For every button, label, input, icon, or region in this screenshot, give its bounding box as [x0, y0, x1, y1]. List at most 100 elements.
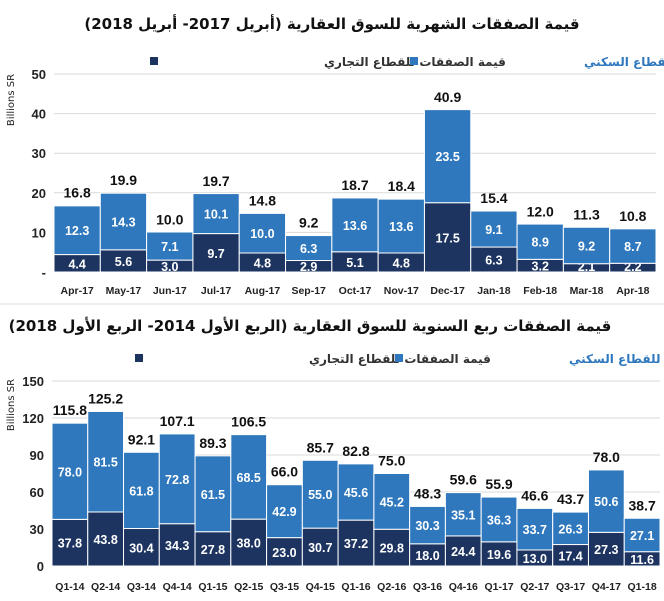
segment-label: 6.3 [300, 242, 317, 256]
segment-label: 37.8 [58, 537, 82, 551]
total-label: 12.0 [527, 203, 554, 219]
bar-residential [238, 212, 287, 254]
legend-swatch-commercial [135, 354, 143, 362]
bar-commercial [51, 518, 89, 567]
y-tick-label: 90 [30, 448, 44, 463]
total-label: 89.3 [199, 435, 226, 451]
x-tick-label: Q2-17 [520, 581, 549, 593]
total-label: 85.7 [307, 439, 334, 455]
segment-label: 27.3 [594, 543, 618, 557]
segment-label: 10.1 [204, 208, 228, 222]
total-label: 125.2 [88, 391, 123, 407]
x-tick-label: Q1-18 [628, 581, 657, 593]
segment-label: 81.5 [93, 456, 117, 470]
legend-swatch-commercial [150, 57, 158, 65]
segment-label: 26.3 [558, 522, 582, 536]
segment-label: 42.9 [272, 505, 296, 519]
x-tick-label: Q3-17 [556, 581, 585, 593]
y-tick-label: 40 [32, 107, 46, 122]
x-tick-label: Q3-16 [413, 581, 442, 593]
total-label: 9.2 [299, 215, 319, 231]
x-tick-label: Sep-17 [291, 285, 326, 297]
legend-swatch-residential [395, 354, 403, 362]
total-label: 19.9 [110, 172, 137, 188]
segment-label: 5.6 [115, 255, 132, 269]
x-tick-label: Jul-17 [201, 285, 232, 297]
y-tick-label: 120 [22, 411, 44, 426]
total-label: 19.7 [202, 173, 229, 189]
bar-residential [194, 455, 232, 533]
segment-label: 50.6 [594, 495, 618, 509]
bar-residential [53, 205, 101, 256]
total-label: 92.1 [128, 431, 155, 447]
bar-commercial [470, 246, 518, 273]
segment-label: 8.9 [532, 236, 549, 250]
x-tick-label: Q4-16 [449, 581, 478, 593]
segment-label: 30.7 [308, 541, 332, 555]
bar-residential [516, 507, 554, 551]
total-label: 38.7 [628, 497, 655, 513]
bar-residential [146, 231, 194, 261]
legend-swatch-residential [410, 57, 418, 65]
bar-residential [516, 223, 564, 260]
total-label: 15.4 [480, 190, 507, 206]
bar-residential [266, 484, 303, 539]
segment-label: 55.0 [308, 488, 332, 502]
segment-label: 45.2 [380, 495, 404, 509]
y-axis-label: Billions SR [6, 74, 17, 126]
x-tick-label: Nov-17 [384, 285, 419, 297]
total-label: 10.8 [619, 208, 646, 224]
bar-residential [423, 109, 472, 204]
total-label: 46.6 [521, 488, 548, 504]
bar-residential [285, 235, 333, 262]
bar-commercial [337, 519, 375, 567]
segment-label: 3.2 [532, 260, 549, 274]
segment-label: 9.1 [485, 223, 502, 237]
legend-label-residential: قيمة الصفقات للقطاع السكني [569, 352, 664, 366]
y-tick-label: 60 [30, 485, 44, 500]
total-label: 43.7 [557, 491, 584, 507]
x-tick-label: Dec-17 [430, 285, 465, 297]
total-label: 14.8 [249, 192, 276, 208]
segment-label: 33.7 [523, 523, 547, 537]
segment-label: 9.2 [578, 239, 595, 253]
bar-residential [87, 410, 125, 513]
total-label: 78.0 [593, 449, 620, 465]
x-tick-label: Q4-15 [306, 581, 335, 593]
bar-residential [99, 192, 148, 251]
total-label: 11.3 [573, 206, 600, 222]
segment-label: 9.7 [207, 247, 224, 261]
y-tick-label: 0 [37, 559, 44, 574]
bar-residential [158, 433, 196, 525]
x-tick-label: Q4-17 [592, 581, 621, 593]
bar-commercial [444, 535, 482, 567]
bar-commercial [194, 531, 232, 567]
x-tick-label: Oct-17 [339, 285, 372, 297]
x-tick-label: Q1-17 [484, 581, 513, 593]
y-tick-label: 30 [32, 146, 46, 161]
bar-residential [587, 469, 625, 533]
y-axis-label: Billions SR [6, 379, 17, 431]
segment-label: 29.8 [380, 542, 404, 556]
bar-commercial [266, 537, 303, 567]
total-label: 66.0 [271, 464, 298, 480]
x-tick-label: Q1-14 [55, 581, 84, 593]
chart-title: قيمة الصفقات ربع السنوية للسوق العقارية … [9, 317, 612, 335]
x-tick-label: Q1-15 [198, 581, 227, 593]
bar-residential [609, 228, 657, 264]
segment-label: 10.0 [250, 227, 274, 241]
segment-label: 30.3 [415, 519, 439, 533]
bar-residential [623, 517, 661, 553]
bar-residential [470, 210, 518, 248]
segment-label: 68.5 [237, 471, 261, 485]
total-label: 55.9 [485, 476, 512, 492]
segment-label: 27.8 [201, 543, 225, 557]
x-tick-label: Q2-14 [91, 581, 120, 593]
segment-label: 61.5 [201, 488, 225, 502]
x-tick-label: Q3-14 [127, 581, 156, 593]
y-tick-label: 50 [32, 67, 46, 82]
segment-label: 23.5 [435, 150, 459, 164]
segment-label: 19.6 [487, 548, 511, 562]
x-tick-label: Q4-14 [163, 581, 192, 593]
